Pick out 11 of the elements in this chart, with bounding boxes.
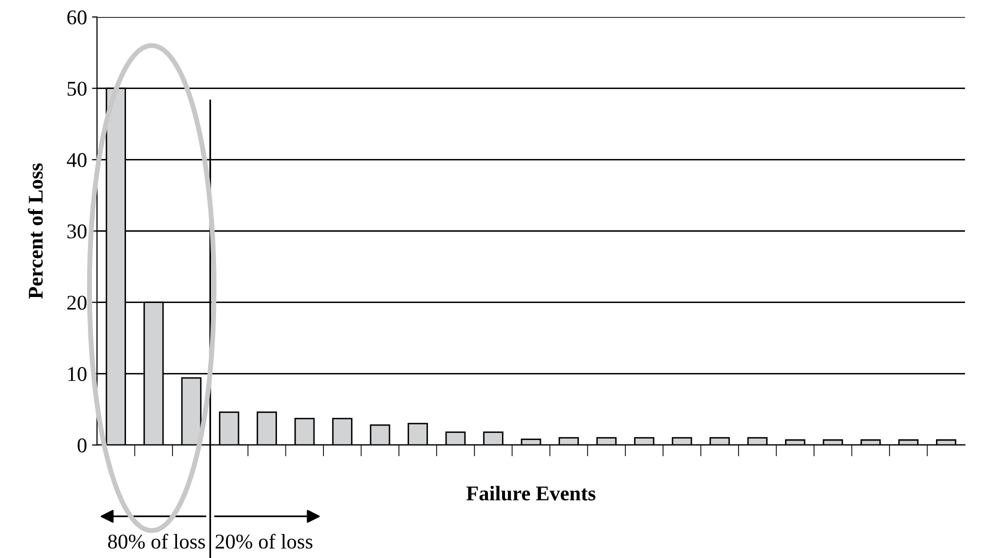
y-axis-title: Percent of Loss [28,163,43,299]
y-tick-label: 30 [67,224,86,238]
y-tick-label: 50 [68,82,86,96]
y-tick-label: 20 [67,296,86,310]
y-tick-label: 60 [67,10,86,24]
x-axis-title: Failure Events [466,486,596,501]
y-tick-label: 0 [78,438,86,452]
y-tick-label: 10 [68,367,86,382]
y-tick-label: 40 [66,153,86,168]
text: 80% of loss [108,534,205,549]
text: 20% of loss [216,534,312,549]
